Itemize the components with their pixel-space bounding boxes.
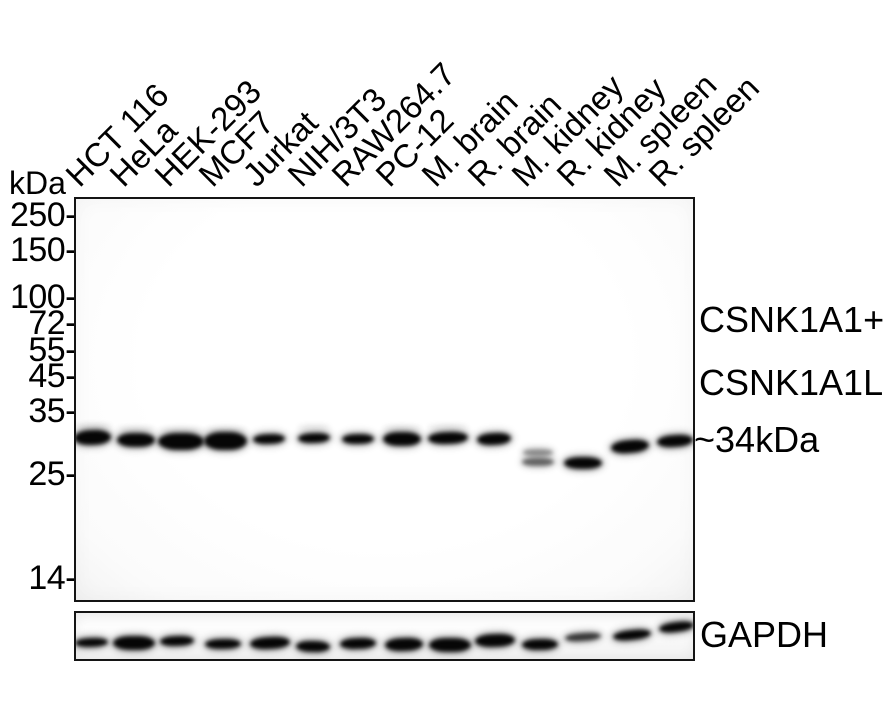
target-label-line2: CSNK1A1L bbox=[699, 362, 884, 403]
target-band-12 bbox=[522, 458, 554, 466]
target-ghost-band bbox=[203, 428, 247, 433]
target-band-9 bbox=[427, 431, 469, 445]
target-mw-label: ~34kDa bbox=[694, 419, 820, 460]
target-band-15 bbox=[656, 433, 693, 449]
gapdh-band-2 bbox=[113, 636, 155, 650]
target-band-6 bbox=[297, 432, 331, 444]
gapdh-band-8 bbox=[384, 636, 424, 652]
loading-control-panel bbox=[74, 611, 695, 661]
gapdh-band-1 bbox=[76, 636, 108, 648]
target-band-13 bbox=[564, 457, 602, 469]
target-ghost-band bbox=[76, 424, 111, 429]
target-ghost-band bbox=[158, 428, 204, 433]
target-band-4 bbox=[203, 432, 247, 450]
gapdh-band-5 bbox=[249, 635, 291, 651]
mw-marker-25: 25- bbox=[28, 455, 76, 493]
gapdh-band-12 bbox=[564, 631, 602, 643]
mw-marker-72: 72- bbox=[28, 304, 76, 342]
target-label-line1: CSNK1A1+ bbox=[699, 299, 885, 340]
gapdh-band-9 bbox=[429, 638, 471, 652]
target-ghost-band bbox=[298, 425, 330, 430]
gapdh-band-4 bbox=[204, 638, 242, 650]
mw-marker-250: 250- bbox=[9, 196, 77, 234]
target-band-11 bbox=[523, 448, 553, 456]
mw-marker-150: 150- bbox=[9, 231, 77, 269]
target-band-2 bbox=[117, 433, 155, 447]
target-band-5 bbox=[252, 433, 286, 445]
target-band-8 bbox=[383, 432, 421, 446]
target-band-14 bbox=[610, 437, 650, 455]
target-band-7 bbox=[341, 433, 375, 445]
target-ghost-band bbox=[383, 426, 421, 431]
target-band-10 bbox=[476, 432, 512, 446]
loading-control-label: GAPDH bbox=[700, 614, 829, 655]
gapdh-band-13 bbox=[612, 628, 652, 642]
mw-marker-100: 100- bbox=[9, 278, 77, 316]
gapdh-band-14 bbox=[658, 619, 693, 635]
gapdh-band-10 bbox=[474, 632, 516, 648]
gapdh-band-11 bbox=[521, 638, 559, 650]
molecular-weight-unit-label: kDa bbox=[9, 165, 66, 201]
mw-marker-14: 14- bbox=[28, 559, 76, 597]
gapdh-band-3 bbox=[159, 635, 195, 647]
target-ghost-band bbox=[428, 425, 468, 430]
target-band-1 bbox=[76, 428, 111, 446]
main-blot-panel bbox=[74, 197, 695, 602]
mw-marker-45: 45- bbox=[28, 357, 76, 395]
gapdh-band-6 bbox=[295, 640, 331, 652]
gapdh-band-7 bbox=[339, 636, 377, 650]
mw-marker-35: 35- bbox=[28, 392, 76, 430]
target-band-3 bbox=[158, 432, 204, 450]
mw-marker-55: 55- bbox=[28, 331, 76, 369]
target-ghost-band bbox=[117, 427, 155, 432]
